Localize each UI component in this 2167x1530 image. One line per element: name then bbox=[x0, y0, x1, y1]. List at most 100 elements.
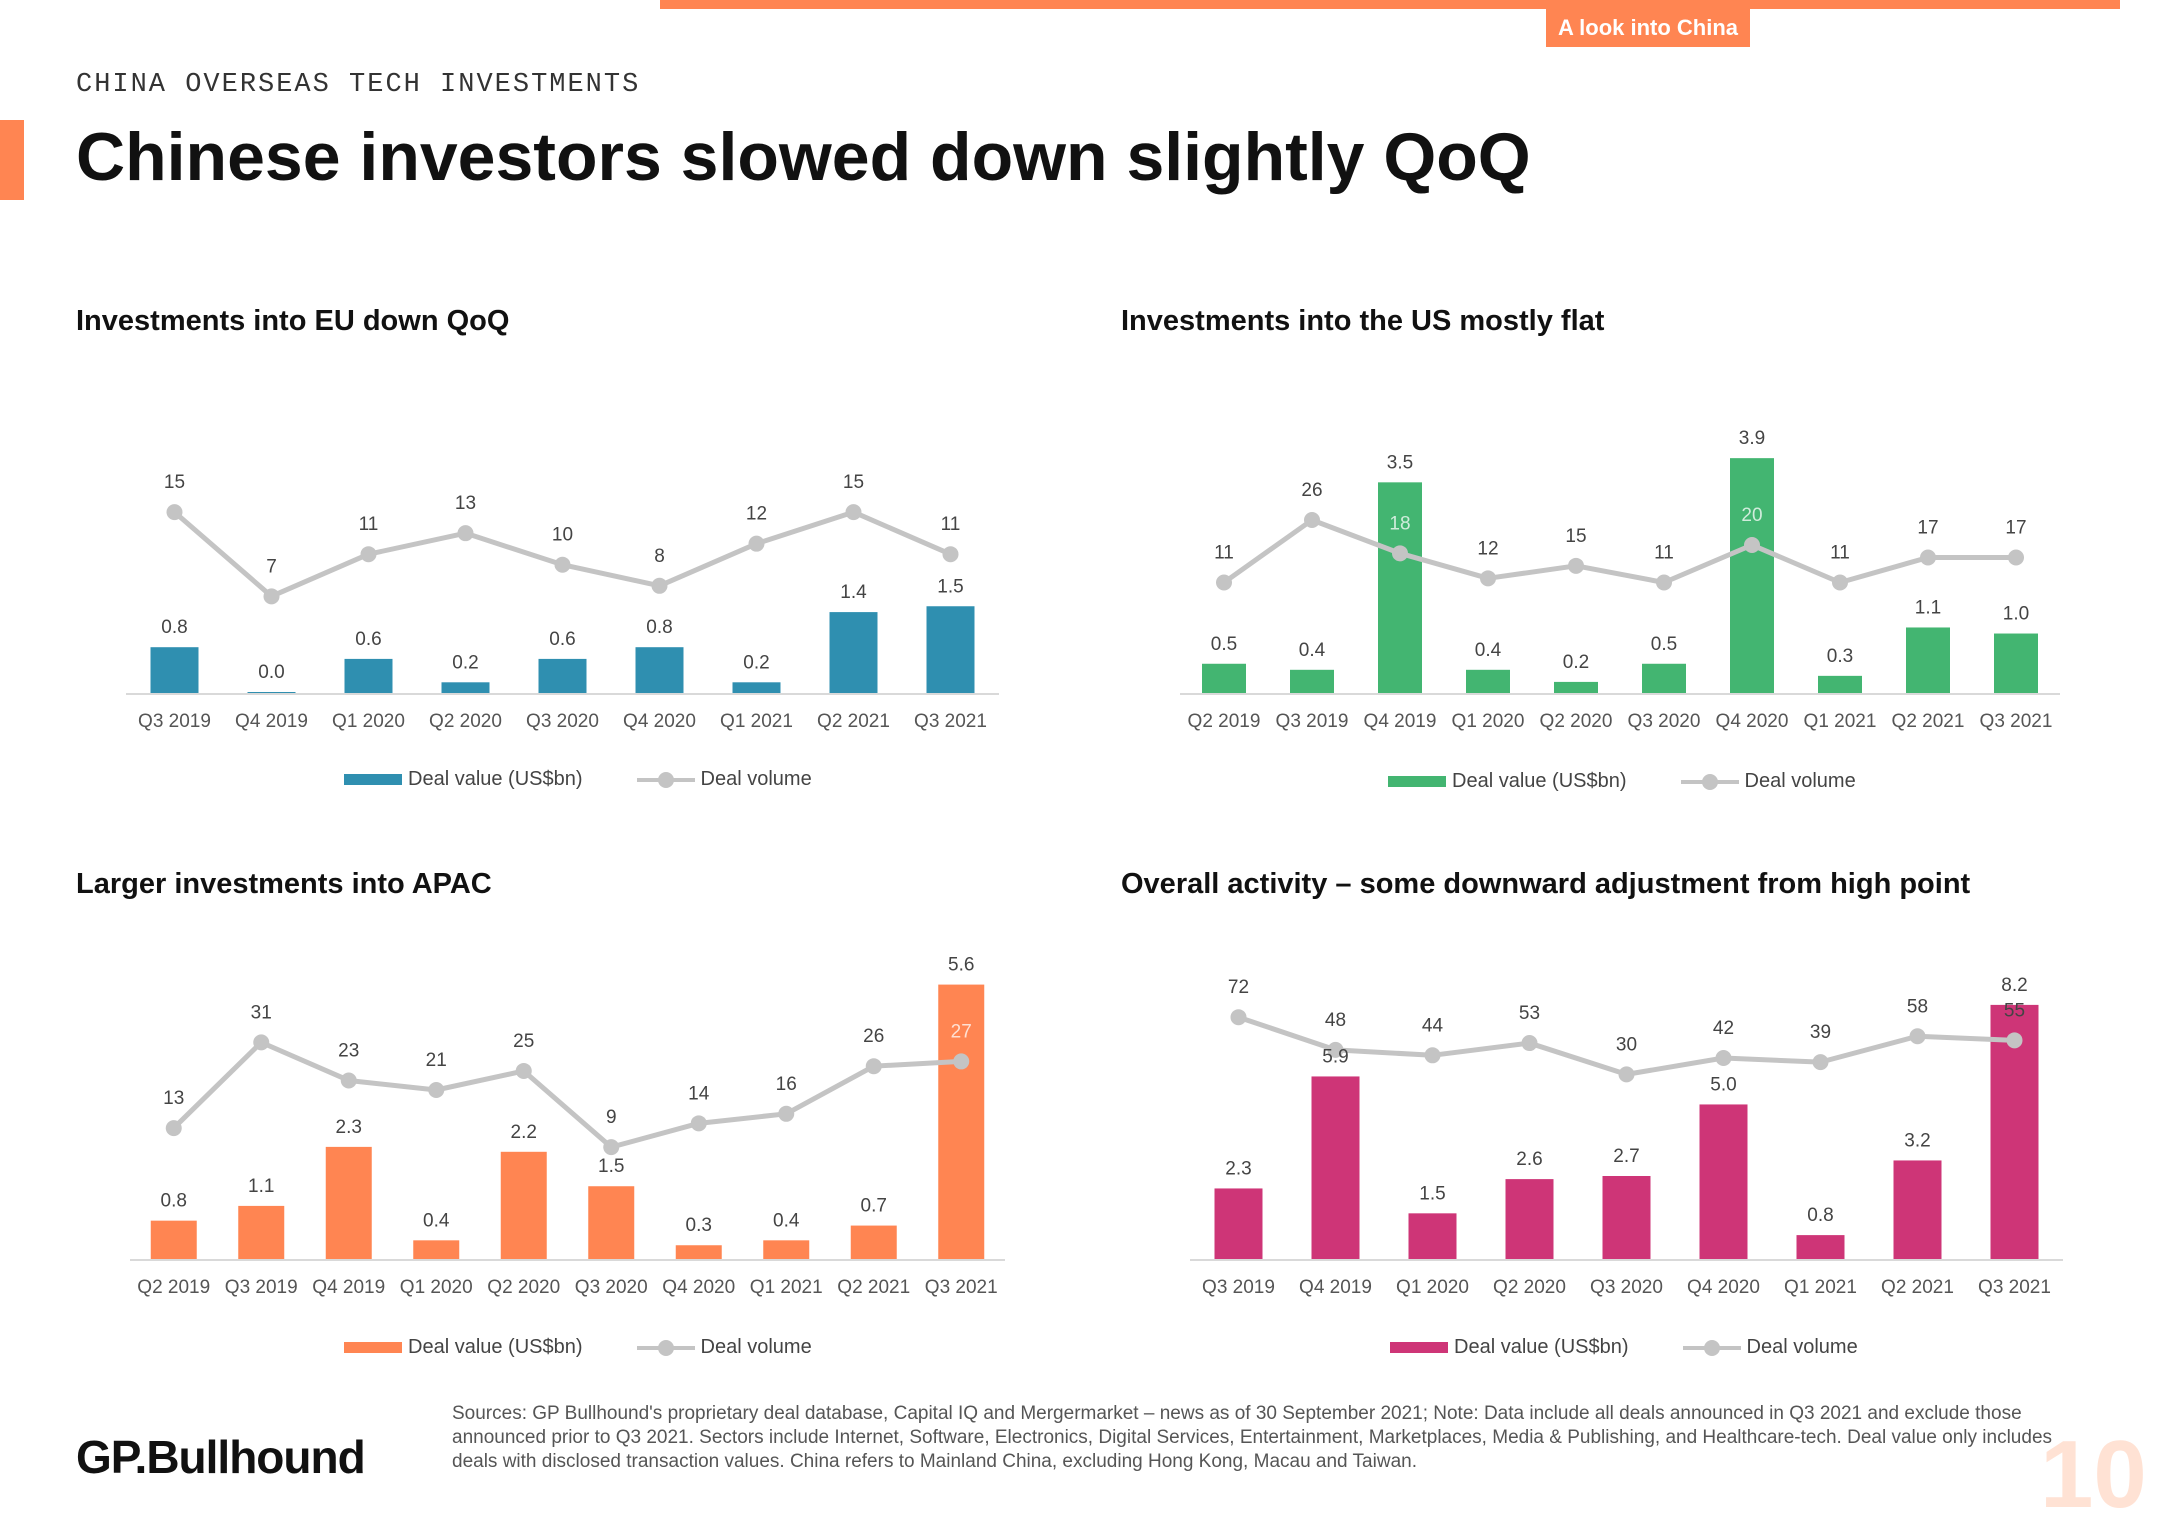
legend-swatch-bar bbox=[1388, 776, 1446, 787]
volume-point bbox=[263, 588, 280, 605]
bar-value-label: 1.5 bbox=[1419, 1183, 1445, 1204]
volume-value-label: 58 bbox=[1907, 996, 1928, 1017]
bar-value-label: 0.6 bbox=[549, 629, 575, 650]
category-tick-label: Q4 2020 bbox=[662, 1277, 735, 1298]
volume-value-label: 53 bbox=[1519, 1003, 1540, 1024]
volume-value-label: 9 bbox=[606, 1107, 617, 1128]
category-tick-label: Q1 2021 bbox=[750, 1277, 823, 1298]
volume-value-label: 17 bbox=[1917, 518, 1938, 539]
volume-point bbox=[953, 1053, 970, 1070]
volume-point bbox=[515, 1062, 532, 1079]
bar-mark bbox=[938, 984, 985, 1260]
bar-mark bbox=[1893, 1160, 1942, 1260]
legend-label-value: Deal value (US$bn) bbox=[408, 1336, 583, 1358]
volume-point bbox=[748, 535, 765, 552]
volume-value-label: 11 bbox=[1654, 543, 1674, 564]
bar-value-label: 2.7 bbox=[1613, 1146, 1639, 1167]
bar-mark bbox=[413, 1240, 460, 1260]
category-tick-label: Q3 2019 bbox=[1276, 711, 1349, 732]
page-number: 10 bbox=[2040, 1421, 2147, 1528]
legend-label-value: Deal value (US$bn) bbox=[1454, 1336, 1629, 1358]
category-tick-label: Q4 2019 bbox=[312, 1277, 385, 1298]
category-tick-label: Q1 2021 bbox=[1784, 1277, 1857, 1298]
volume-value-label: 48 bbox=[1325, 1010, 1346, 1031]
category-tick-label: Q2 2021 bbox=[817, 711, 890, 732]
category-tick-label: Q2 2021 bbox=[1892, 711, 1965, 732]
bar-value-label: 0.6 bbox=[355, 629, 381, 650]
bar-value-label: 0.2 bbox=[452, 652, 478, 673]
bar-value-label: 5.0 bbox=[1710, 1074, 1736, 1095]
bar-mark bbox=[1554, 681, 1598, 694]
volume-value-label: 18 bbox=[1389, 513, 1410, 534]
volume-value-label: 7 bbox=[266, 556, 277, 577]
bar-mark bbox=[1642, 663, 1686, 694]
bar-mark bbox=[1466, 669, 1510, 694]
bar-value-label: 0.5 bbox=[1651, 634, 1677, 655]
bar-value-label: 1.5 bbox=[598, 1156, 624, 1177]
top-accent-bar bbox=[660, 0, 2120, 9]
volume-point bbox=[1920, 549, 1936, 566]
volume-point bbox=[165, 1120, 182, 1137]
bar-value-label: 0.8 bbox=[161, 1191, 187, 1212]
category-tick-label: Q3 2019 bbox=[1202, 1277, 1275, 1298]
bar-mark bbox=[588, 1186, 635, 1260]
bar-value-label: 0.8 bbox=[1807, 1205, 1833, 1226]
volume-point bbox=[1424, 1047, 1441, 1064]
volume-point bbox=[1812, 1054, 1829, 1071]
category-tick-label: Q4 2020 bbox=[1716, 711, 1789, 732]
sources-note: Sources: GP Bullhound's proprietary deal… bbox=[452, 1403, 2053, 1472]
volume-point bbox=[845, 504, 862, 521]
category-tick-label: Q3 2021 bbox=[925, 1277, 998, 1298]
bar-value-label: 5.6 bbox=[948, 955, 974, 976]
volume-point bbox=[690, 1115, 707, 1132]
volume-point bbox=[1744, 537, 1760, 553]
bar-value-label: 1.5 bbox=[937, 576, 963, 597]
category-tick-label: Q3 2020 bbox=[575, 1277, 648, 1298]
volume-point bbox=[1568, 557, 1584, 574]
category-tick-label: Q4 2020 bbox=[1687, 1277, 1760, 1298]
category-tick-label: Q2 2020 bbox=[1540, 711, 1613, 732]
legend-label-volume: Deal volume bbox=[1744, 770, 1856, 792]
volume-value-label: 17 bbox=[2005, 518, 2026, 539]
legend-label-value: Deal value (US$bn) bbox=[408, 768, 583, 790]
chart-title-us: Investments into the US mostly flat bbox=[1121, 305, 1605, 337]
bar-value-label: 5.9 bbox=[1322, 1046, 1348, 1067]
bar-mark bbox=[926, 606, 975, 694]
chart-title-overall: Overall activity – some downward adjustm… bbox=[1121, 868, 1971, 900]
bar-mark bbox=[763, 1240, 810, 1260]
category-tick-label: Q3 2021 bbox=[914, 711, 987, 732]
volume-line bbox=[172, 1039, 962, 1150]
bar-mark bbox=[1602, 1176, 1651, 1260]
bar-mark bbox=[1699, 1104, 1748, 1260]
category-tick-label: Q2 2020 bbox=[429, 711, 502, 732]
volume-value-label: 21 bbox=[426, 1050, 447, 1071]
bar-value-label: 0.4 bbox=[773, 1210, 800, 1231]
bar-mark bbox=[1906, 627, 1950, 694]
category-tick-label: Q2 2021 bbox=[837, 1277, 910, 1298]
bar-mark bbox=[238, 1205, 285, 1260]
bar-value-label: 1.0 bbox=[2003, 604, 2029, 625]
bar-mark bbox=[1408, 1213, 1457, 1260]
volume-value-label: 11 bbox=[1830, 543, 1850, 564]
bar-mark bbox=[150, 1220, 197, 1260]
bar-value-label: 0.7 bbox=[861, 1196, 887, 1217]
bar-value-label: 0.8 bbox=[646, 617, 672, 638]
volume-value-label: 11 bbox=[1214, 543, 1234, 564]
volume-value-label: 31 bbox=[251, 1002, 272, 1023]
volume-point bbox=[1715, 1050, 1732, 1067]
volume-value-label: 10 bbox=[552, 525, 573, 546]
volume-point bbox=[1909, 1028, 1926, 1045]
bar-mark bbox=[441, 682, 490, 694]
legend-swatch-bar bbox=[344, 1342, 402, 1353]
legend-label-value: Deal value (US$bn) bbox=[1452, 770, 1627, 792]
legend-label-volume: Deal volume bbox=[1746, 1336, 1858, 1358]
category-tick-label: Q3 2020 bbox=[526, 711, 599, 732]
category-tick-label: Q1 2021 bbox=[720, 711, 793, 732]
category-tick-label: Q3 2021 bbox=[1980, 711, 2053, 732]
volume-value-label: 14 bbox=[688, 1083, 710, 1104]
category-tick-label: Q4 2020 bbox=[623, 711, 696, 732]
legend-swatch-line bbox=[636, 1339, 695, 1356]
bar-value-label: 3.9 bbox=[1739, 428, 1765, 449]
volume-point bbox=[942, 546, 959, 563]
chart-title-apac: Larger investments into APAC bbox=[76, 868, 492, 900]
